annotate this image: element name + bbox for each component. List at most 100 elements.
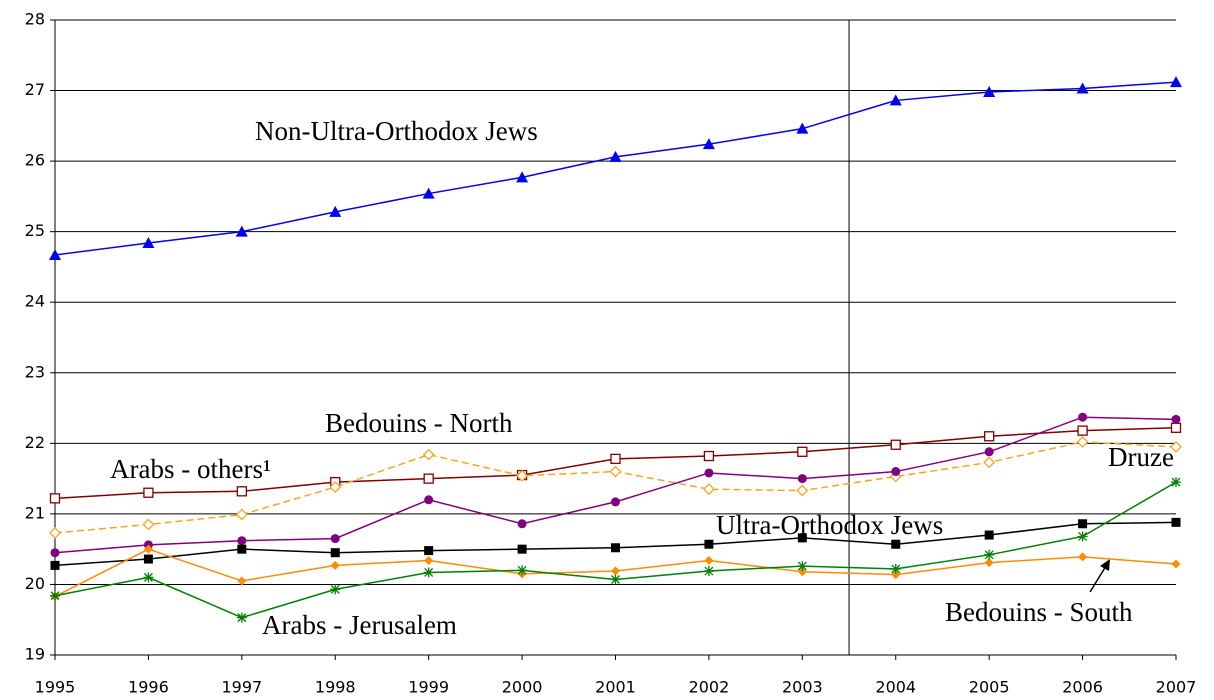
marker [235,225,248,237]
marker [702,483,715,496]
marker [50,548,60,558]
marker [796,484,809,497]
series-label: Ultra-Orthodox Jews [716,510,943,540]
marker [236,612,247,623]
y-tick-label: 25 [25,221,45,240]
marker [611,497,620,507]
marker [49,493,61,504]
marker [610,453,621,465]
marker [422,187,435,199]
marker [610,574,621,585]
marker [1078,552,1088,562]
marker [1171,517,1181,527]
marker [703,566,714,577]
series-label: Arabs - Jerusalem [262,610,457,640]
marker [50,560,60,570]
marker [1076,436,1089,448]
x-tick-label: 1999 [408,678,449,697]
marker [1171,414,1181,424]
x-tick-label: 1997 [221,678,262,697]
marker [797,446,808,457]
marker [1171,477,1181,488]
marker [424,546,434,556]
marker [1077,531,1088,542]
marker [516,469,529,482]
marker [49,527,61,539]
marker [516,171,529,183]
marker [517,565,528,576]
marker [704,555,714,565]
marker [237,544,247,554]
marker [50,590,60,601]
x-tick-label: 2007 [1156,678,1197,697]
marker [237,576,247,586]
marker [423,473,434,484]
marker [889,94,902,106]
marker [330,584,341,595]
marker [891,467,901,477]
x-tick-label: 1995 [35,678,76,697]
marker [797,533,807,543]
y-tick-label: 20 [25,574,45,593]
marker [796,122,809,134]
y-tick-label: 27 [25,80,45,99]
series-label: Non-Ultra-Orthodox Jews [255,116,538,146]
y-tick-label: 23 [25,362,45,381]
marker [984,549,995,560]
marker [984,558,994,568]
y-tick-label: 26 [25,151,45,170]
marker [143,487,154,498]
marker [330,560,340,570]
x-tick-label: 2003 [782,678,823,697]
marker [609,150,622,162]
series-line [54,81,1177,256]
marker [329,205,342,217]
marker [143,544,153,554]
y-tick-label: 22 [25,433,45,452]
marker [984,431,995,442]
y-tick-label: 24 [25,292,45,311]
marker [1077,425,1088,436]
y-tick-label: 21 [25,503,45,522]
marker [797,567,807,577]
marker [424,495,434,505]
marker [1170,422,1182,433]
marker [984,530,994,540]
marker [1076,82,1089,94]
x-tick-label: 2001 [595,678,636,697]
marker [611,543,620,553]
x-tick-label: 2006 [1062,678,1103,697]
marker [702,138,715,150]
series-label: Druze [1108,442,1174,472]
marker [1170,440,1182,453]
series-label: Bedouins - North [325,408,513,438]
x-tick-label: 2004 [875,678,916,697]
marker [235,508,248,521]
marker [142,518,155,531]
x-tick-label: 2000 [502,678,543,697]
arrow-head [1100,559,1110,571]
marker [983,456,996,469]
series-label: Arabs - others¹ [110,454,271,484]
x-tick-label: 2005 [969,678,1010,697]
marker [143,554,153,564]
marker [611,566,620,576]
marker [983,85,996,97]
marker [890,563,901,574]
marker [797,474,807,484]
marker [1170,76,1182,88]
marker [330,548,340,558]
marker [1078,519,1088,529]
marker [422,448,435,461]
marker [142,236,155,248]
x-tick-label: 1996 [128,678,169,697]
marker [423,567,434,578]
series-label: Bedouins - South [945,597,1133,627]
y-tick-label: 19 [25,645,45,664]
marker [891,570,901,580]
marker [890,439,901,450]
marker [891,539,901,549]
marker [1078,412,1088,422]
marker [984,447,994,457]
arrow [1089,565,1107,593]
